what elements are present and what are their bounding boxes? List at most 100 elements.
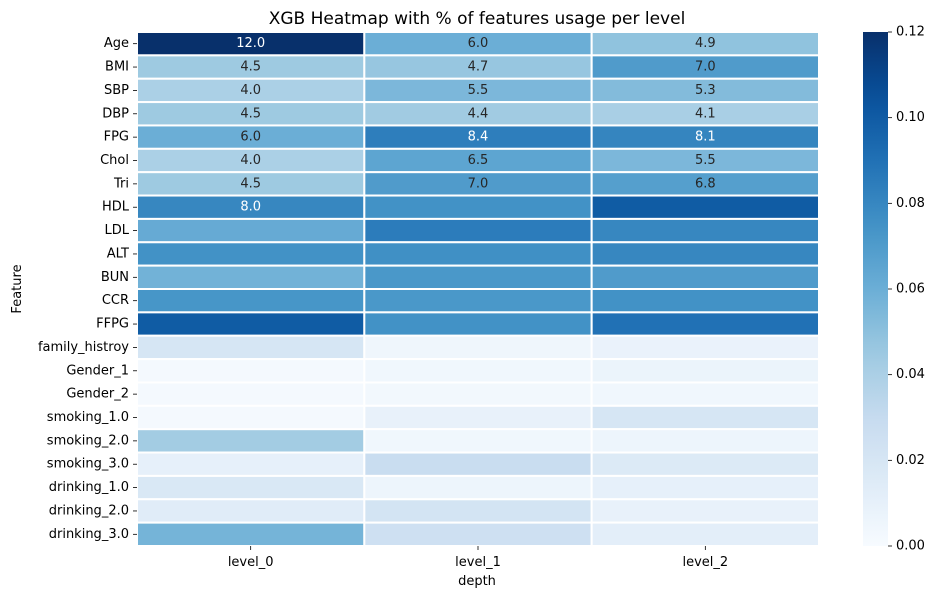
heatmap-cell [136, 334, 366, 361]
heatmap-cell [590, 498, 821, 524]
heatmap-cell [363, 334, 593, 361]
heatmap-cell [136, 451, 366, 477]
y-tick-label: Chol [100, 153, 129, 168]
colorbar-ticks: 0.00 0.02 0.04 0.06 0.08 0.10 0.12 [888, 25, 925, 554]
heatmap-cell [363, 264, 593, 290]
y-tick-label: FFPG [96, 317, 129, 332]
heatmap-cell [363, 521, 593, 547]
heatmap-cell [136, 288, 366, 314]
heatmap-cell [590, 241, 821, 267]
y-tick-label: drinking_3.0 [49, 527, 129, 542]
y-tick-label: ALT [107, 246, 129, 261]
heatmap-cell [590, 381, 821, 407]
heatmap-cell [363, 428, 593, 454]
heatmap-cell [136, 474, 366, 501]
heatmap-cell [136, 241, 366, 267]
heatmap-cell [590, 451, 821, 477]
x-tick-label: level_0 [228, 555, 274, 570]
heatmap-cell [590, 404, 821, 431]
heatmap-cell [363, 241, 593, 267]
cell-annotation: 4.7 [468, 60, 489, 75]
heatmap-cell [590, 474, 821, 501]
cell-annotation: 8.1 [695, 130, 716, 145]
y-tick-label: smoking_2.0 [47, 433, 129, 448]
heatmap-cell [136, 264, 366, 290]
heatmap-cell [363, 451, 593, 477]
colorbar-tick-label: 0.02 [896, 453, 925, 468]
heatmap-cell [590, 521, 821, 547]
cell-annotation: 6.5 [468, 153, 489, 168]
y-tick-label: LDL [105, 223, 130, 238]
cell-annotation: 5.5 [695, 153, 716, 168]
heatmap-cell [590, 264, 821, 290]
cell-annotation: 6.0 [468, 36, 489, 51]
heatmap-cell [590, 428, 821, 454]
cell-annotation: 4.4 [468, 106, 489, 121]
y-tick-label: drinking_2.0 [49, 503, 129, 518]
heatmap-cell [136, 428, 366, 454]
y-tick-label: drinking_1.0 [49, 480, 129, 495]
heatmap-cells: 12.0 6.0 4.9 4.5 4.7 7.0 4.0 5.5 5.3 4.5 4.4 4.1 6.0… [136, 31, 821, 547]
cell-annotation: 8.4 [468, 130, 489, 145]
y-tick-label: smoking_3.0 [47, 457, 129, 472]
cell-annotation: 4.5 [240, 106, 261, 121]
colorbar-gradient [863, 32, 888, 546]
y-tick-label: SBP [104, 83, 129, 98]
heatmap-cell [590, 288, 821, 314]
heatmap-cell [363, 194, 593, 220]
y-tick-label: DBP [102, 106, 129, 121]
cell-annotation: 4.9 [695, 36, 716, 51]
y-tick-label: BMI [105, 60, 129, 75]
heatmap-cell [590, 311, 821, 337]
heatmap-cell [363, 381, 593, 407]
colorbar: 0.00 0.02 0.04 0.06 0.08 0.10 0.12 [863, 25, 925, 554]
cell-annotation: 5.5 [468, 83, 489, 98]
chart-title: XGB Heatmap with % of features usage per… [269, 9, 686, 29]
heatmap-cell [363, 404, 593, 431]
cell-annotation: 7.0 [468, 176, 489, 191]
heatmap-cell [363, 358, 593, 384]
x-tick-labels: level_0 level_1 level_2 [228, 546, 728, 570]
heatmap-cell [590, 194, 821, 220]
y-tick-label: family_histroy [38, 340, 129, 355]
cell-annotation: 4.5 [240, 176, 261, 191]
colorbar-tick-label: 0.08 [896, 196, 925, 211]
cell-annotation: 6.8 [695, 176, 716, 191]
x-tick-label: level_2 [682, 555, 728, 570]
cell-annotation: 8.0 [240, 200, 261, 215]
heatmap-cell [590, 217, 821, 244]
heatmap-cell [136, 404, 366, 431]
cell-annotation: 4.0 [240, 153, 261, 168]
heatmap-cell [136, 358, 366, 384]
y-tick-label: HDL [102, 200, 130, 215]
heatmap-cell [590, 334, 821, 361]
y-tick-label: Tri [113, 176, 129, 191]
x-tick-label: level_1 [455, 555, 501, 570]
colorbar-tick-label: 0.10 [896, 110, 925, 125]
heatmap-cell [363, 288, 593, 314]
y-tick-label: Gender_2 [66, 387, 129, 402]
y-tick-label: BUN [101, 270, 129, 285]
y-axis-label: Feature [10, 264, 25, 313]
heatmap-cell [136, 381, 366, 407]
heatmap-cell [363, 217, 593, 244]
heatmap-cell [363, 498, 593, 524]
cell-annotation: 5.3 [695, 83, 716, 98]
y-tick-labels: Age BMI SBP DBP FPG Chol Tri HDL LDL ALT BUN CCR FFP… [38, 36, 137, 542]
y-tick-label: smoking_1.0 [47, 410, 129, 425]
y-tick-label: FPG [104, 130, 129, 145]
cell-annotation: 12.0 [236, 36, 265, 51]
colorbar-tick-label: 0.12 [896, 25, 925, 40]
y-tick-label: Age [104, 36, 129, 51]
heatmap-cell [363, 474, 593, 501]
colorbar-tick-label: 0.04 [896, 367, 925, 382]
cell-annotation: 4.0 [240, 83, 261, 98]
heatmap-cell [136, 498, 366, 524]
colorbar-tick-label: 0.00 [896, 539, 925, 554]
heatmap-cell [590, 358, 821, 384]
cell-annotation: 7.0 [695, 60, 716, 75]
cell-annotation: 4.1 [695, 106, 716, 121]
heatmap-cell [136, 311, 366, 337]
colorbar-tick-label: 0.06 [896, 282, 925, 297]
